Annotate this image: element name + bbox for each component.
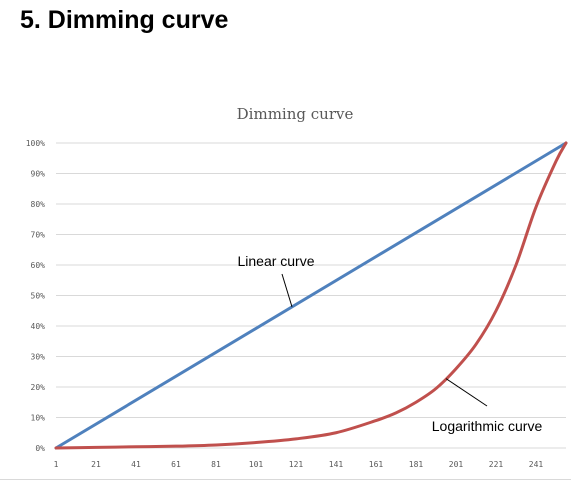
y-tick-label: 90% xyxy=(31,170,46,179)
linear-curve-line xyxy=(54,141,568,450)
x-tick-label: 81 xyxy=(211,460,221,469)
y-tick-label: 20% xyxy=(31,383,46,392)
linear-curve-label: Linear curve xyxy=(237,253,314,269)
x-tick-label: 161 xyxy=(369,460,384,469)
x-axis-ticks: 1 21 41 61 81 101 121 141 161 181 201 221 241 xyxy=(54,460,544,469)
logarithmic-curve-line xyxy=(54,141,568,450)
x-tick-label: 1 xyxy=(54,460,59,469)
x-tick-label: 121 xyxy=(289,460,304,469)
y-tick-label: 10% xyxy=(31,414,46,423)
y-tick-label: 40% xyxy=(31,322,46,331)
x-tick-label: 181 xyxy=(409,460,424,469)
gridlines xyxy=(56,142,566,449)
logarithmic-curve-label: Logarithmic curve xyxy=(432,418,543,434)
y-tick-label: 30% xyxy=(31,353,46,362)
section-heading: 5. Dimming curve xyxy=(20,6,229,34)
x-tick-label: 21 xyxy=(91,460,101,469)
x-tick-label: 41 xyxy=(131,460,141,469)
y-tick-label: 60% xyxy=(31,261,46,270)
bottom-divider xyxy=(0,479,571,480)
x-tick-label: 221 xyxy=(489,460,504,469)
y-tick-label: 80% xyxy=(31,200,46,209)
x-tick-label: 101 xyxy=(249,460,264,469)
chart-title: Dimming curve xyxy=(237,105,354,123)
annotation-leader-line xyxy=(445,378,488,407)
y-tick-label: 70% xyxy=(31,231,46,240)
x-tick-label: 141 xyxy=(329,460,344,469)
y-tick-label: 0% xyxy=(35,444,45,453)
y-tick-label: 100% xyxy=(26,139,45,148)
annotation-leader-line xyxy=(281,273,293,308)
y-tick-label: 50% xyxy=(31,292,46,301)
series-lines xyxy=(54,141,568,450)
x-tick-label: 61 xyxy=(171,460,181,469)
x-tick-label: 201 xyxy=(449,460,464,469)
y-axis-ticks: 0% 10% 20% 30% 40% 50% 60% 70% 80% 90% 100% xyxy=(26,139,45,453)
annotations: Linear curve Logarithmic curve xyxy=(237,253,542,434)
x-tick-label: 241 xyxy=(529,460,544,469)
